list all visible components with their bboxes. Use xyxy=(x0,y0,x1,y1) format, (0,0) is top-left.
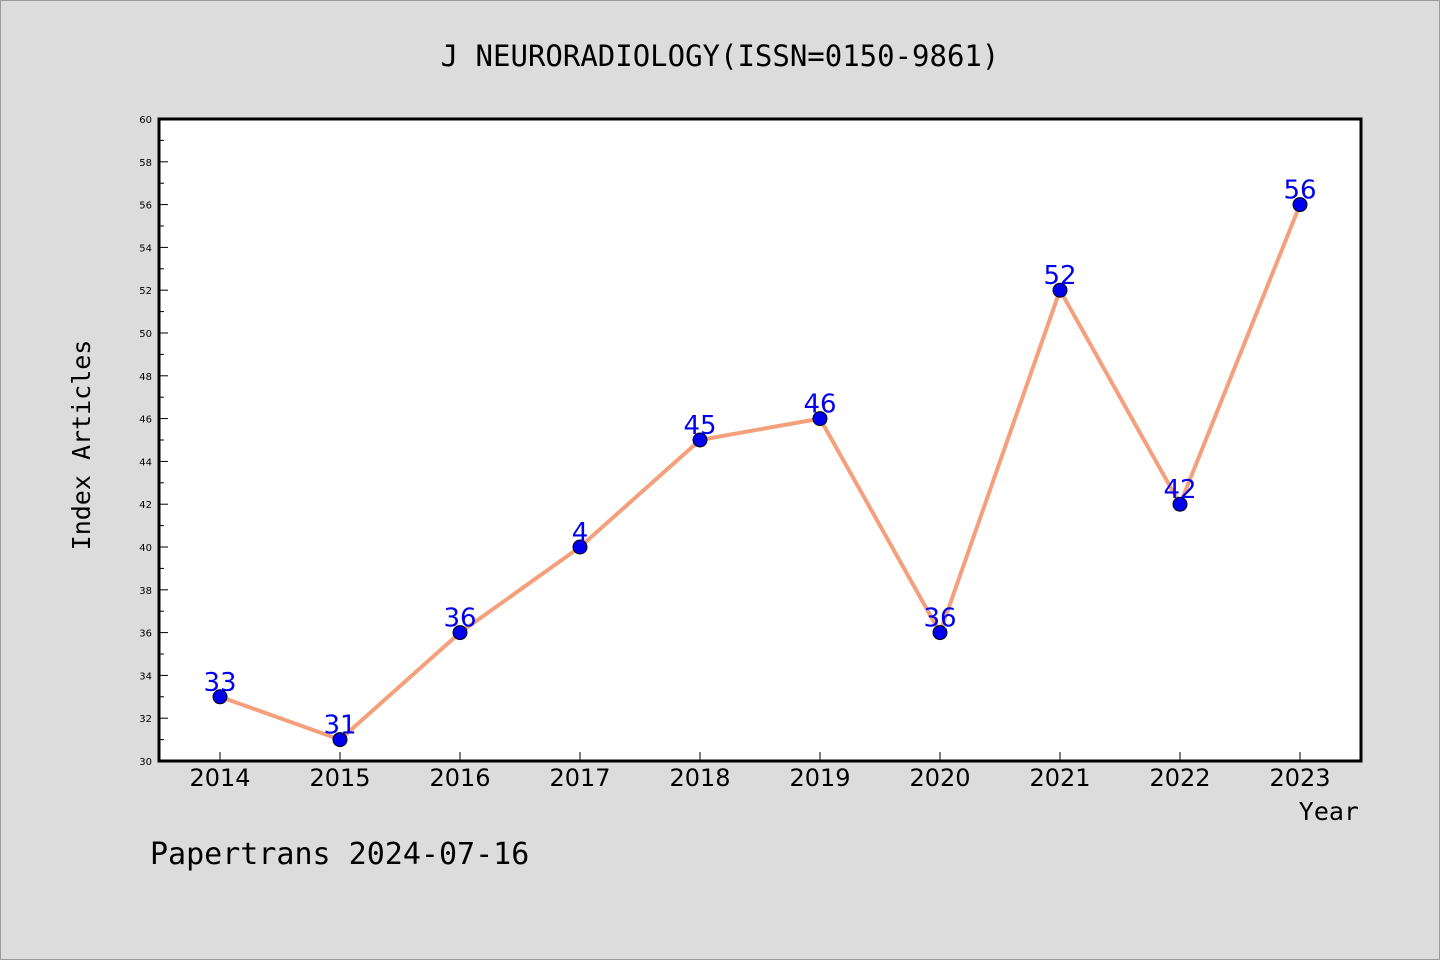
x-tick-label: 2014 xyxy=(189,764,250,792)
data-point xyxy=(1172,496,1188,512)
y-tick-label: 44 xyxy=(139,457,152,468)
data-point xyxy=(332,732,348,748)
y-tick-label: 36 xyxy=(139,629,152,640)
y-tick-label: 50 xyxy=(139,329,152,340)
x-tick-label: 2015 xyxy=(309,764,370,792)
x-tick-label: 2020 xyxy=(909,764,970,792)
y-tick-label: 58 xyxy=(139,158,152,169)
series-line xyxy=(219,203,1302,742)
y-tick-label: 54 xyxy=(139,243,152,254)
y-tick-label: 34 xyxy=(139,671,152,682)
data-point xyxy=(1292,197,1308,213)
data-point xyxy=(212,689,228,705)
x-axis: 2014 2015 2016 2017 2018 2019 2020 2021 2022 2023 xyxy=(189,752,1331,792)
data-label: 31 xyxy=(323,711,356,741)
x-axis-label: Year xyxy=(1299,797,1359,826)
data-label: 36 xyxy=(443,604,476,634)
x-tick-label: 2023 xyxy=(1269,764,1330,792)
x-tick-label: 2018 xyxy=(669,764,730,792)
y-tick-label: 42 xyxy=(139,500,152,511)
y-tick-label: 32 xyxy=(139,714,152,725)
x-tick-label: 2021 xyxy=(1029,764,1090,792)
footer-credit: Papertrans 2024-07-16 xyxy=(150,837,529,872)
data-point xyxy=(1052,282,1068,298)
data-label: 56 xyxy=(1283,176,1316,206)
data-label: 33 xyxy=(203,668,236,698)
y-tick-label: 30 xyxy=(139,757,152,768)
data-label: 52 xyxy=(1043,261,1076,291)
data-label: 46 xyxy=(803,390,836,420)
x-tick-label: 2022 xyxy=(1149,764,1210,792)
x-tick-label: 2017 xyxy=(549,764,610,792)
data-label: 45 xyxy=(683,411,716,441)
data-label: 42 xyxy=(1163,475,1196,505)
data-labels: 33 31 36 4 45 46 36 52 42 56 xyxy=(203,176,1316,741)
series-markers xyxy=(212,197,1308,748)
y-tick-label: 46 xyxy=(139,415,152,426)
plot-area xyxy=(157,117,1363,763)
data-label: 36 xyxy=(923,604,956,634)
y-axis: 30 32 34 36 38 40 42 44 46 48 50 52 54 56 58 60 xyxy=(139,115,168,768)
data-point xyxy=(692,432,708,448)
y-tick-label: 38 xyxy=(139,586,152,597)
y-tick-label: 48 xyxy=(139,372,152,383)
x-tick-label: 2019 xyxy=(789,764,850,792)
data-point xyxy=(572,539,588,555)
y-tick-label: 60 xyxy=(139,115,152,126)
y-tick-label: 40 xyxy=(139,543,152,554)
data-point xyxy=(452,625,468,641)
y-axis-label: Index Articles xyxy=(67,340,96,551)
x-tick-label: 2016 xyxy=(429,764,490,792)
y-tick-label: 56 xyxy=(139,201,152,212)
chart-title: J NEURORADIOLOGY(ISSN=0150-9861) xyxy=(441,39,1000,73)
y-tick-label: 52 xyxy=(139,286,152,297)
data-point xyxy=(932,625,948,641)
data-label: 4 xyxy=(572,518,589,548)
data-point xyxy=(812,411,828,427)
